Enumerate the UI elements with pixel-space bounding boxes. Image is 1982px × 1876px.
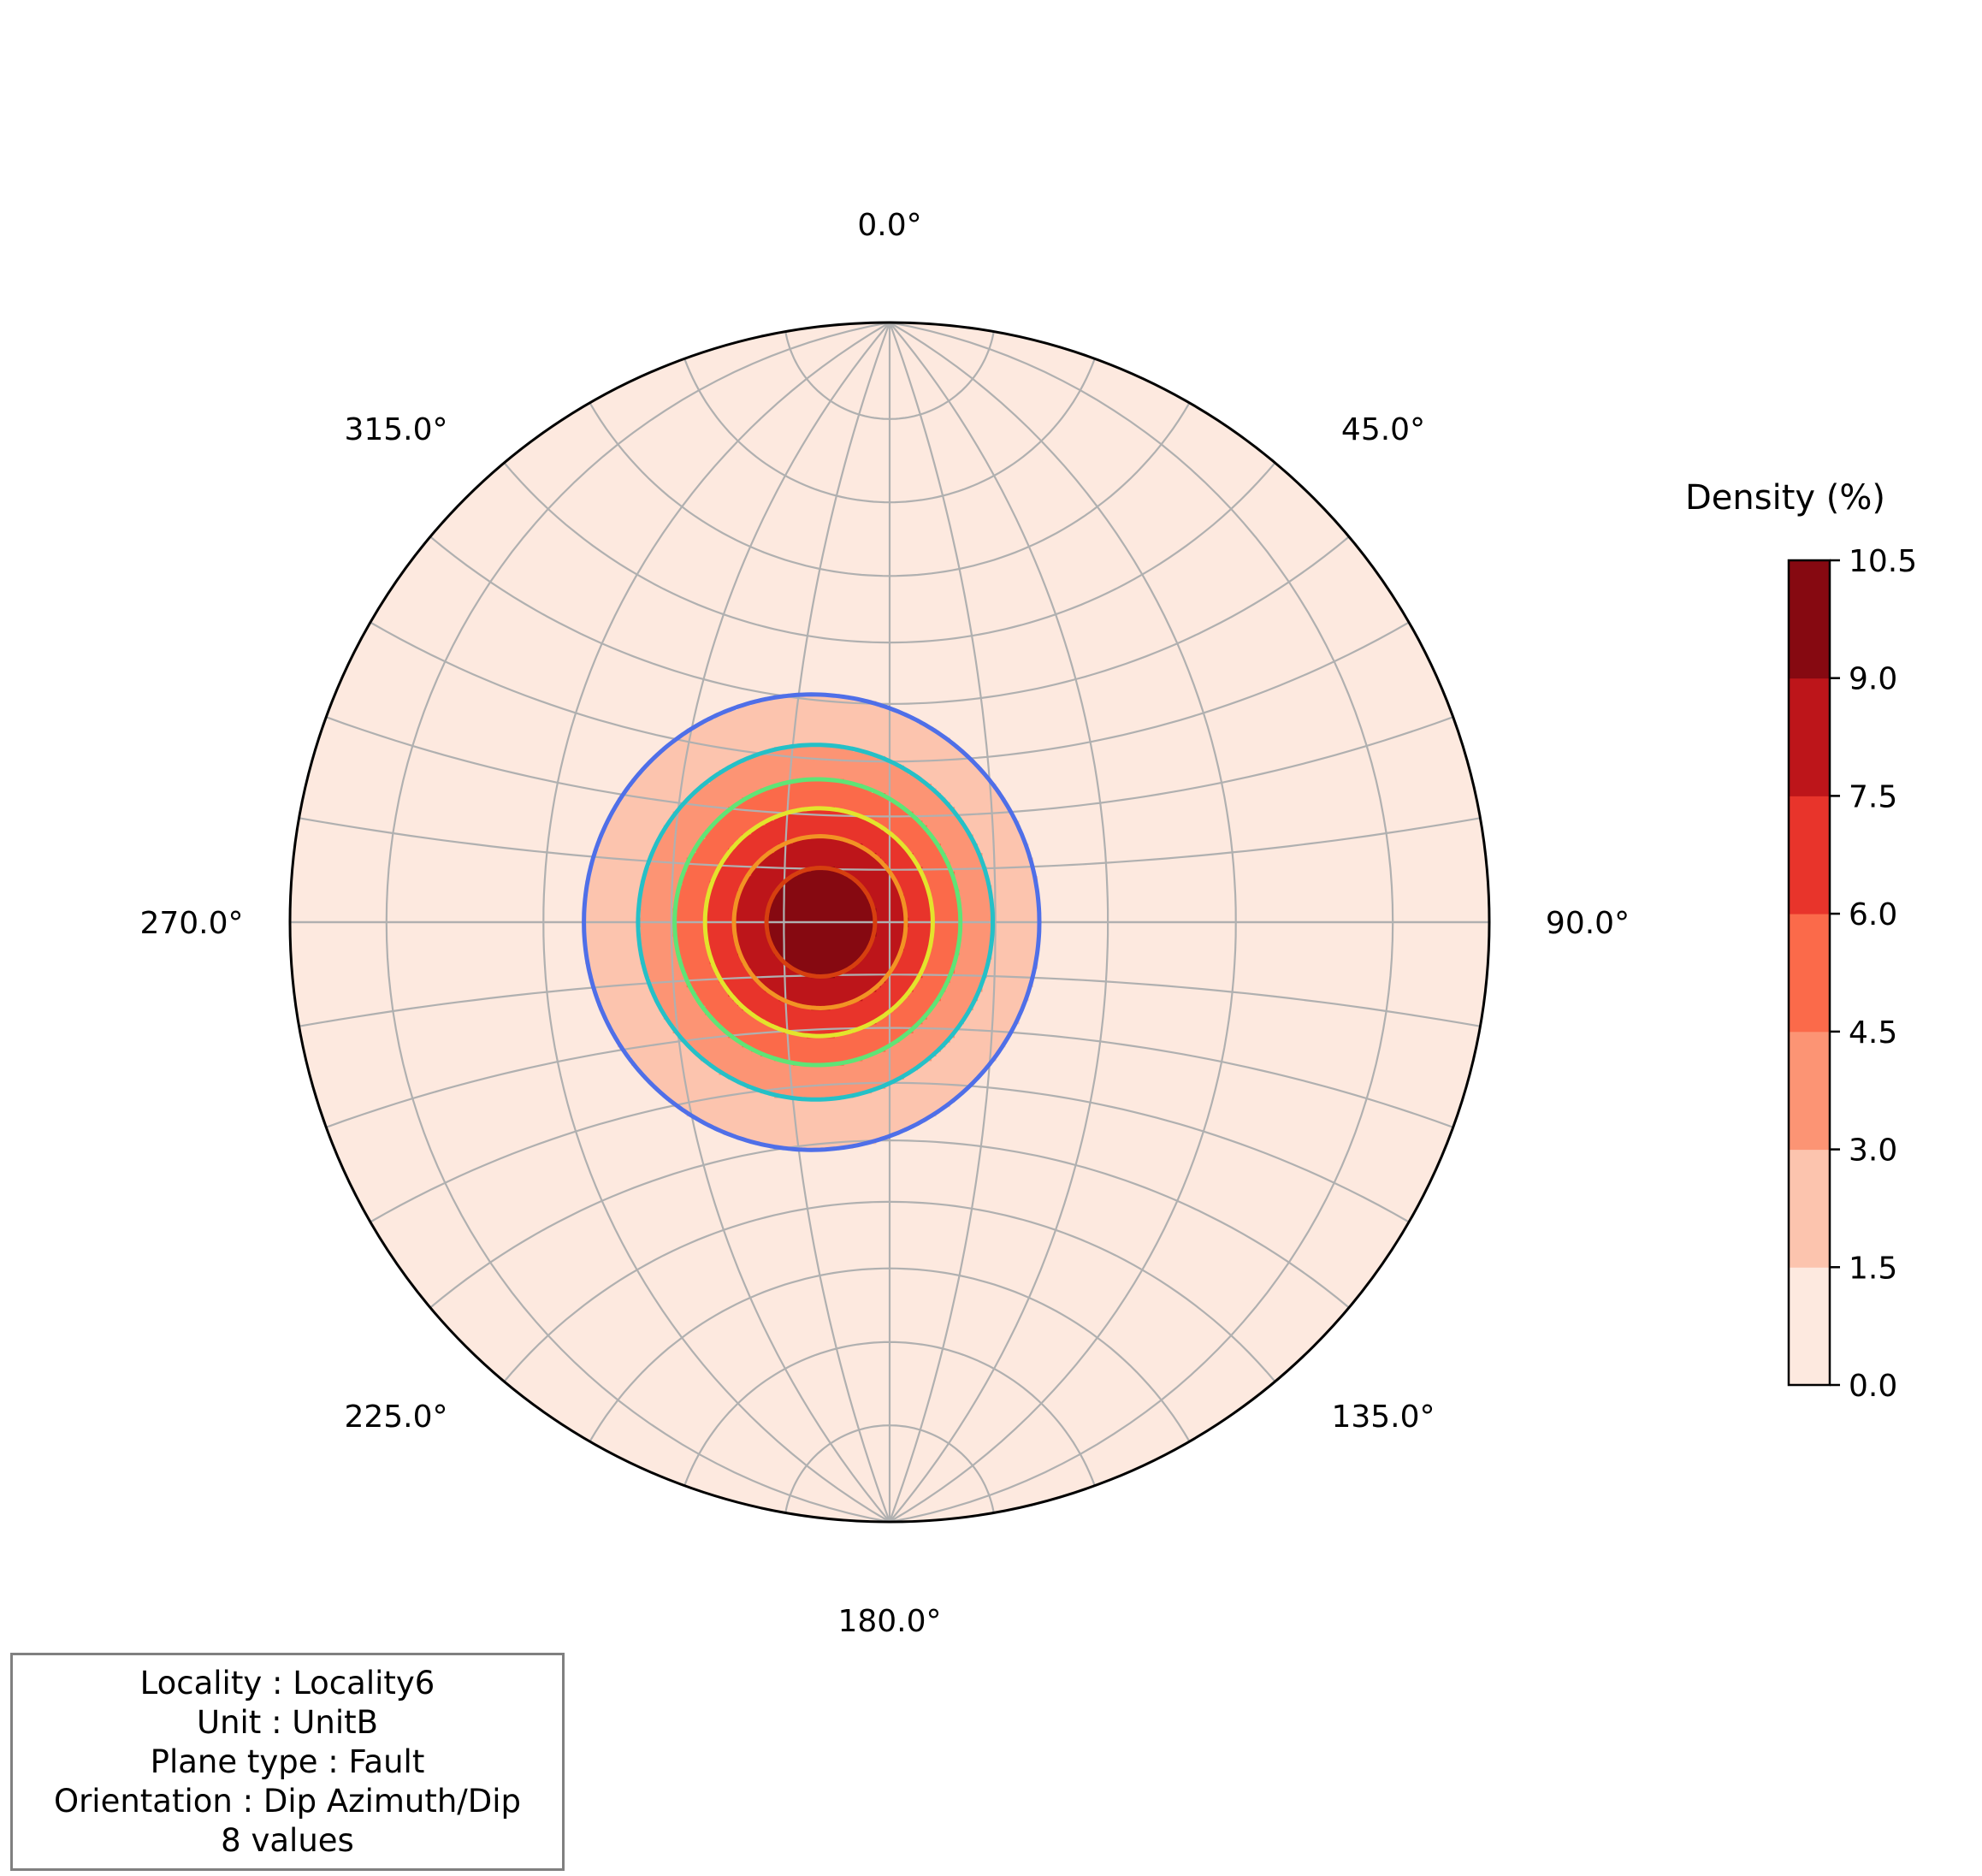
stereonet-grid: [290, 323, 1489, 1522]
azimuth-labels: 0.0° 45.0° 90.0° 135.0° 180.0° 225.0° 270.0° 31…: [139, 208, 1630, 1639]
density-contour-line: [702, 806, 935, 1039]
colorbar-band: [1789, 914, 1830, 1033]
colorbar-title: Density (%): [1685, 478, 1885, 518]
info-locality: Locality : Locality6: [139, 1664, 435, 1701]
colorbar-tick-label: 10.5: [1849, 544, 1917, 579]
density-contour-line: [672, 777, 963, 1068]
colorbar-band: [1789, 1267, 1830, 1386]
primitive-circle: [288, 321, 1491, 1524]
azimuth-label: 180.0°: [837, 1604, 941, 1639]
density-contour-lines: [582, 692, 1042, 1152]
density-colorbar: 0.0 1.5 3.0 4.5 6.0 7.5 9.0 10.5: [1787, 544, 1917, 1404]
azimuth-label: 315.0°: [344, 412, 447, 447]
azimuth-label: 90.0°: [1546, 906, 1630, 941]
azimuth-label: 0.0°: [857, 208, 921, 243]
info-orientation: Orientation : Dip Azimuth/Dip: [53, 1782, 522, 1820]
colorbar-frame: [1787, 559, 1831, 1387]
colorbar-band: [1789, 560, 1830, 679]
density-contour-line: [731, 834, 908, 1010]
density-contour-line: [636, 743, 995, 1102]
info-count: 8 values: [221, 1821, 354, 1859]
info-plane-type: Plane type : Fault: [150, 1743, 425, 1780]
colorbar-tick-label: 9.0: [1849, 662, 1897, 697]
info-box: Locality : Locality6 Unit : UnitB Plane …: [10, 1653, 565, 1871]
colorbar-tick-label: 6.0: [1849, 897, 1897, 932]
colorbar-band: [1789, 678, 1830, 796]
colorbar-band: [1789, 1031, 1830, 1151]
azimuth-label: 225.0°: [344, 1400, 447, 1435]
azimuth-label: 135.0°: [1331, 1400, 1435, 1435]
colorbar-band: [1789, 1149, 1830, 1268]
density-contour-line: [764, 866, 878, 979]
colorbar-band: [1789, 796, 1830, 914]
density-contour-line: [582, 692, 1042, 1152]
colorbar-tick-label: 4.5: [1849, 1015, 1897, 1050]
colorbar-tick-label: 3.0: [1849, 1133, 1897, 1169]
azimuth-label: 270.0°: [139, 906, 243, 941]
info-unit: Unit : UnitB: [196, 1703, 378, 1741]
colorbar-tick-label: 1.5: [1849, 1251, 1897, 1286]
colorbar-tick-label: 0.0: [1849, 1369, 1897, 1404]
azimuth-label: 45.0°: [1341, 412, 1425, 447]
colorbar-tick-label: 7.5: [1849, 779, 1897, 814]
